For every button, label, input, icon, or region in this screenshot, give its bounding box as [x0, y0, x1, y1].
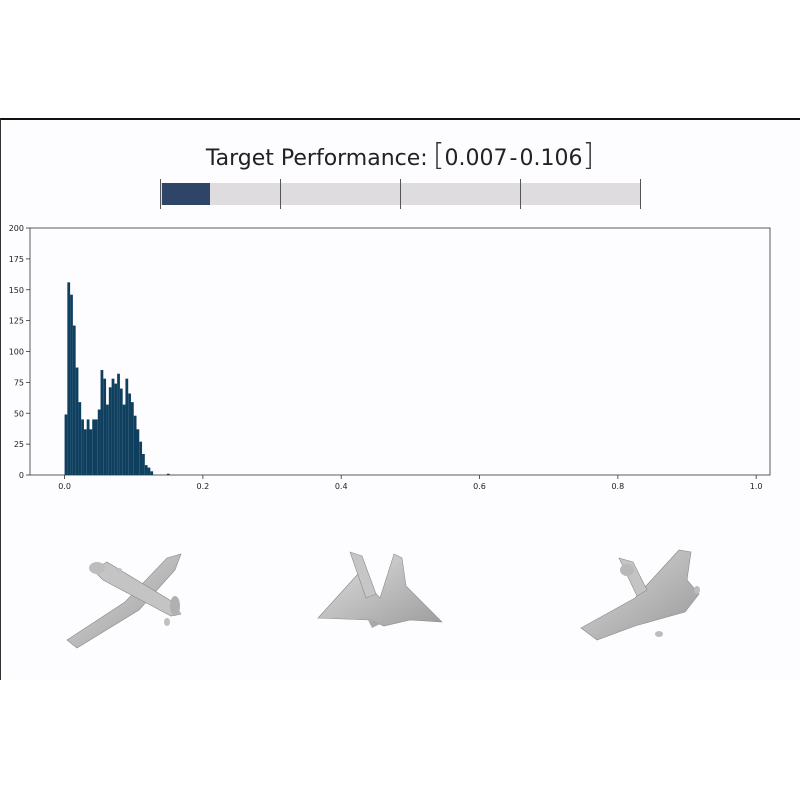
histogram-bar	[142, 454, 145, 475]
histogram-bar	[75, 367, 79, 475]
range-dash: -	[509, 146, 518, 171]
progress-fill	[162, 183, 210, 205]
progress-segment-divider	[280, 179, 281, 209]
histogram-bar	[70, 294, 73, 475]
histogram-bar	[166, 473, 170, 475]
close-bracket: ]	[582, 138, 595, 173]
open-bracket: [	[432, 138, 445, 173]
histogram-bar	[119, 388, 123, 475]
histogram-bar	[133, 415, 137, 475]
histogram-bar	[125, 378, 129, 475]
histogram-bar	[92, 419, 96, 475]
title-label: Target Performance:	[205, 146, 428, 171]
progress-segment-divider	[160, 179, 161, 209]
histogram-bar	[89, 429, 93, 475]
histogram-bar	[147, 467, 151, 475]
y-tick-label: 175	[9, 255, 24, 264]
x-tick-label: 1.0	[750, 482, 763, 491]
x-tick-label: 0.8	[611, 482, 624, 491]
page-title: Target Performance: [0.007-0.106]	[0, 138, 800, 173]
histogram-bar	[114, 383, 118, 475]
histogram-bar	[67, 282, 71, 475]
swept-wing-aircraft-image	[580, 549, 700, 641]
x-tick-label: 0.2	[197, 482, 210, 491]
x-tick-label: 0.4	[335, 482, 348, 491]
histogram-bar	[64, 414, 68, 475]
y-tick-label: 25	[14, 440, 24, 449]
progress-segment-divider	[520, 179, 521, 209]
histogram-bar	[130, 402, 134, 475]
y-tick-label: 50	[14, 409, 24, 418]
histogram-bar	[139, 441, 143, 475]
x-tick-label: 0.0	[58, 482, 71, 491]
delta-wing-jet-image	[317, 551, 443, 628]
plot-frame	[29, 227, 771, 476]
histogram-bar	[81, 419, 84, 475]
y-tick-label: 100	[9, 348, 24, 357]
histogram-bar	[108, 387, 112, 475]
y-tick-label: 200	[9, 224, 24, 233]
range-high: 0.106	[519, 146, 583, 171]
y-tick-label: 75	[14, 378, 24, 387]
histogram-bar	[128, 393, 131, 475]
histogram-bar	[150, 471, 154, 475]
progress-segment-divider	[640, 179, 641, 209]
histogram-bar	[117, 373, 120, 475]
y-tick-label: 0	[19, 471, 24, 480]
propeller-airplane-image	[66, 553, 182, 649]
histogram-bar	[122, 404, 126, 475]
range-low: 0.007	[444, 146, 508, 171]
histogram-bar	[100, 370, 104, 475]
histogram-bar	[97, 409, 101, 475]
histogram-chart: 0.0 0.2 0.4 0.6 0.8 1.0 0 25 50 75 100 125 150 175 200	[9, 224, 771, 491]
histogram-bar	[86, 419, 90, 475]
histogram-bar	[103, 378, 107, 475]
y-tick-label: 125	[9, 317, 24, 326]
y-tick-label: 150	[9, 286, 24, 295]
x-tick-label: 0.6	[473, 482, 486, 491]
progress-segment-divider	[400, 179, 401, 209]
performance-progress-bar	[160, 179, 641, 209]
histogram-bar	[72, 325, 76, 475]
histogram-bar	[95, 419, 98, 475]
histogram-bar	[136, 429, 140, 475]
histogram-bar	[106, 404, 109, 475]
histogram-bar	[83, 429, 87, 475]
histogram-bar	[78, 402, 82, 475]
histogram-bar	[144, 465, 148, 475]
histogram-bar	[111, 378, 115, 475]
